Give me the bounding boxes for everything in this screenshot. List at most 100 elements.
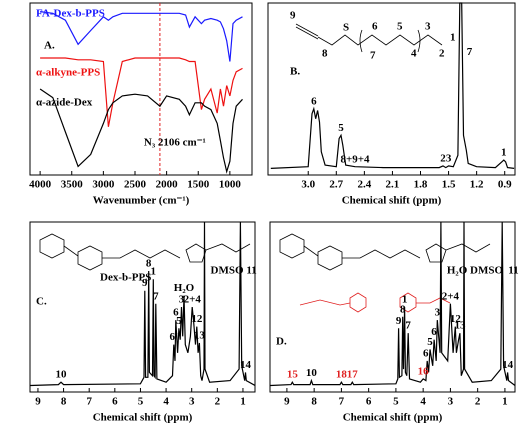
x-tick-label: 2000 (156, 179, 179, 191)
spectrum-line (270, 221, 516, 387)
peak-label: 12 (450, 313, 462, 325)
x-tick-label: 3500 (61, 179, 84, 191)
x-tick-label: 6 (112, 396, 118, 408)
peak-label: 12 (191, 313, 203, 325)
x-tick-label: 4000 (29, 179, 52, 191)
peak-label: 10 (306, 367, 318, 379)
structure-label: 2 (439, 48, 445, 60)
spectrum-line (40, 57, 243, 127)
spectrum-line (30, 221, 256, 387)
plot-frame (269, 221, 516, 393)
peak-label: 11 (508, 265, 518, 277)
x-tick-label: 2 (215, 396, 221, 408)
peak-label: 7 (405, 320, 411, 332)
plot-frame (29, 2, 253, 176)
peak-label: DMSO (470, 265, 503, 277)
peak-label: 2+4 (184, 294, 202, 306)
x-tick-label: 2.1 (386, 179, 400, 191)
peak-label: 3 (435, 307, 441, 319)
structure-label: 4 (411, 48, 417, 60)
x-tick-label: 7 (86, 396, 92, 408)
x-tick-label: 2 (475, 396, 481, 408)
legend-label: FA-Dex-b-PPS (36, 8, 105, 20)
x-tick-label: 2500 (124, 179, 147, 191)
x-axis-label: Wavenumber (cm⁻¹) (93, 195, 190, 207)
x-tick-label: 0.9 (498, 179, 512, 191)
peak-label: 18 (336, 369, 348, 381)
x-tick-label: 3 (189, 396, 195, 408)
peak-label: 13 (454, 320, 466, 332)
peak-label: 8+9+4 (340, 153, 370, 165)
x-tick-label: 2.4 (357, 179, 371, 191)
x-tick-label: 1.2 (470, 179, 484, 191)
peak-label: 8 (400, 303, 406, 315)
x-tick-label: 1500 (187, 179, 210, 191)
peak-label: 17 (347, 369, 359, 381)
x-tick-label: 9 (284, 396, 290, 408)
peak-label: 5 (176, 315, 182, 327)
peak-label: 8 (146, 258, 152, 270)
x-tick-label: 6 (366, 396, 372, 408)
structure-b (295, 23, 443, 53)
x-tick-label: 8 (61, 396, 67, 408)
peak-label: 7 (467, 46, 473, 58)
peak-label: 9 (396, 315, 402, 327)
spectrum-line (40, 11, 243, 62)
structure-d (279, 233, 491, 313)
peak-label: 3 (179, 294, 185, 306)
legend-label: α-alkyne-PPS (36, 67, 100, 79)
x-tick-label: 5 (138, 396, 144, 408)
peak-label: 1 (402, 294, 408, 306)
peak-label: 6 (311, 95, 317, 107)
peak-label: 13 (194, 329, 206, 341)
x-tick-label: 3 (448, 396, 454, 408)
x-tick-label: 1 (502, 396, 508, 408)
x-tick-label: 8 (311, 396, 317, 408)
peak-label: 2 (440, 152, 446, 164)
panel-label: A. (44, 40, 55, 52)
x-tick-label: 7 (339, 396, 345, 408)
x-tick-label: 1.8 (414, 179, 428, 191)
x-tick-label: 9 (35, 396, 41, 408)
x-tick-label: 1.5 (442, 179, 456, 191)
peak-label: H₂O (447, 265, 468, 277)
structure-label: S (343, 22, 349, 34)
peak-label: 16 (418, 365, 430, 377)
peak-label: 14 (240, 359, 252, 371)
peak-label: 7 (153, 290, 159, 302)
structure-label: 3 (425, 21, 431, 33)
legend-label: α-azide-Dex (36, 97, 93, 109)
peak-label: 5 (338, 122, 344, 134)
peak-label: 1 (151, 266, 157, 278)
spectrum-line (39, 88, 243, 174)
x-tick-label: 3000 (92, 179, 115, 191)
peak-label: 14 (502, 359, 514, 371)
panel-label: D. (276, 336, 287, 348)
structure-name: Dex-b-PPS (100, 272, 151, 284)
marker-label: N₃ 2106 cm⁻¹ (144, 137, 206, 149)
peak-label: 5 (427, 336, 433, 348)
x-tick-label: 1000 (219, 179, 242, 191)
peak-label: 1 (501, 147, 507, 159)
structure-label: 1 (450, 32, 456, 44)
peak-label: 6 (431, 326, 437, 338)
structure-label: 6 (372, 21, 378, 33)
spectrum-line (270, 2, 515, 169)
structure-label: 8 (322, 48, 328, 60)
panel-label: C. (36, 296, 47, 308)
peak-label: 3 (446, 152, 452, 164)
peak-label: H₂O (174, 282, 195, 294)
peak-label: 2+4 (442, 290, 460, 302)
peak-label: 11 (246, 265, 256, 277)
x-tick-label: 4 (420, 396, 426, 408)
x-tick-label: 4 (163, 396, 169, 408)
x-tick-label: 5 (393, 396, 399, 408)
plot-frame (267, 2, 516, 176)
x-axis-label: Chemical shift (ppm) (342, 195, 442, 207)
x-axis-label: Chemical shift (ppm) (343, 412, 443, 424)
structure-label: 9 (290, 10, 296, 22)
panel-label: B. (290, 66, 300, 78)
peak-label: 10 (56, 369, 68, 381)
peak-label: DMSO (211, 265, 244, 277)
